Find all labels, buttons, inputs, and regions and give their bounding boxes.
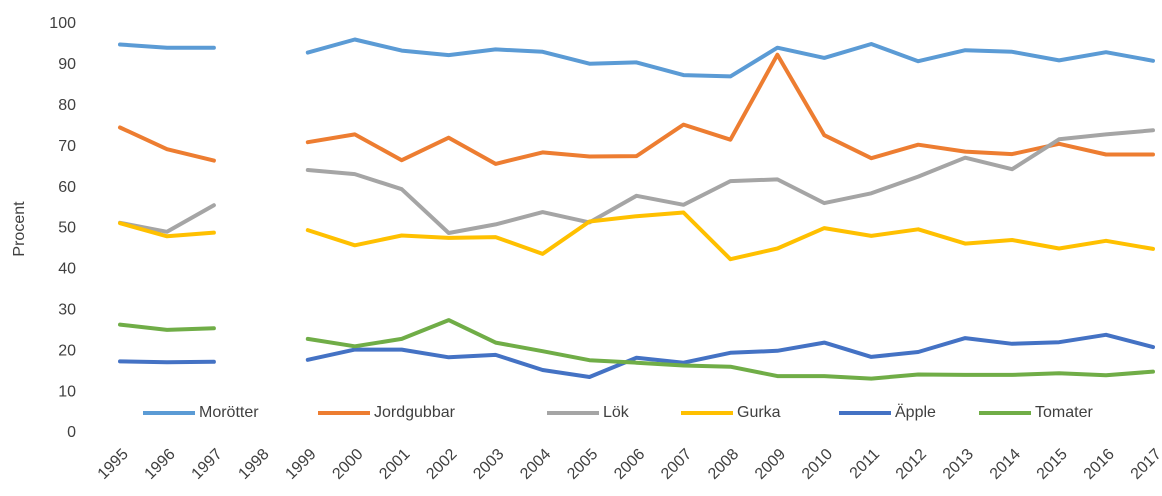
y-tick-label: 10: [58, 383, 76, 400]
x-tick-label: 1996: [142, 446, 179, 483]
x-tick-label: 1995: [95, 446, 132, 483]
x-tick-label: 2015: [1034, 446, 1071, 483]
series-line: [118, 52, 1155, 166]
x-tick-label: 2004: [517, 446, 554, 483]
x-tick-label: 2000: [329, 446, 366, 483]
series-line: [118, 37, 1155, 79]
x-tick-label: 2001: [376, 446, 413, 483]
x-tick-label: 2012: [893, 446, 930, 483]
x-tick-label: 2010: [799, 446, 836, 483]
y-tick-label: 80: [58, 97, 76, 114]
legend-label: Gurka: [737, 404, 781, 421]
y-tick-label: 100: [49, 15, 76, 32]
x-tick-label: 2003: [470, 446, 507, 483]
x-tick-label: 2013: [940, 446, 977, 483]
series-line: [118, 210, 1155, 262]
y-tick-label: 0: [67, 424, 76, 441]
y-tick-label: 40: [58, 261, 76, 278]
x-tick-label: 2017: [1128, 446, 1162, 483]
x-tick-label: 2006: [611, 446, 648, 483]
x-tick-label: 2011: [847, 446, 883, 482]
y-tick-label: 60: [58, 179, 76, 196]
series-line: [118, 332, 1155, 379]
y-axis-label: Procent: [11, 201, 28, 257]
x-tick-label: 2008: [705, 446, 742, 483]
legend-label: Jordgubbar: [374, 404, 456, 421]
y-tick-label: 30: [58, 302, 76, 319]
x-tick-label: 1997: [189, 446, 226, 483]
legend-label: Tomater: [1035, 404, 1093, 421]
x-tick-label: 2014: [987, 446, 1024, 483]
x-tick-label: 2009: [752, 446, 789, 483]
x-tick-label: 2002: [423, 446, 460, 483]
y-tick-label: 90: [58, 56, 76, 73]
x-tick-label: 2007: [658, 446, 695, 483]
legend-label: Äpple: [895, 403, 936, 421]
x-tick-label: 1998: [235, 446, 272, 483]
series-line: [118, 318, 1155, 381]
x-tick-label: 1999: [282, 446, 319, 483]
y-tick-label: 20: [58, 342, 76, 359]
legend-label: Lök: [603, 404, 630, 421]
y-tick-label: 50: [58, 220, 76, 237]
y-tick-label: 70: [58, 138, 76, 155]
x-tick-label: 2016: [1081, 446, 1118, 483]
legend-label: Morötter: [199, 404, 259, 421]
x-tick-label: 2005: [564, 446, 601, 483]
